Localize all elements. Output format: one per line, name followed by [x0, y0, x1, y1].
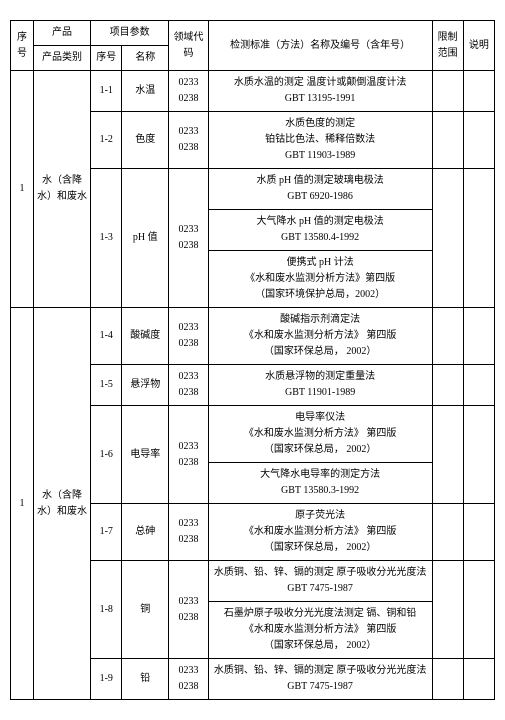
- cell-name: 总砷: [122, 504, 169, 561]
- cell-limit: [432, 406, 463, 504]
- cell-idx: 1-8: [91, 561, 122, 659]
- cell-name: 电导率: [122, 406, 169, 504]
- h-note: 说明: [463, 21, 494, 71]
- cell-idx: 1-3: [91, 169, 122, 308]
- cell-idx: 1-9: [91, 659, 122, 700]
- cell-code: 02330238: [169, 406, 209, 504]
- cell-std: 石墨炉原子吸收分光光度法测定 镉、铜和铅《水和废水监测分析方法》 第四版（国家环…: [208, 602, 432, 659]
- cell-limit: [432, 504, 463, 561]
- cell-code: 02330238: [169, 71, 209, 112]
- cell-idx: 1-5: [91, 365, 122, 406]
- cell-std: 水质铜、铅、锌、镉的测定 原子吸收分光光度法GBT 7475-1987: [208, 659, 432, 700]
- cell-idx: 1-6: [91, 406, 122, 504]
- cell-std: 大气降水 pH 值的测定电极法GBT 13580.4-1992: [208, 210, 432, 251]
- cell-note: [463, 365, 494, 406]
- cell-seq: 1: [11, 71, 34, 308]
- cell-std: 水质悬浮物的测定重量法GBT 11901-1989: [208, 365, 432, 406]
- cell-idx: 1-2: [91, 112, 122, 169]
- cell-note: [463, 561, 494, 659]
- cell-name: pH 值: [122, 169, 169, 308]
- h-paramname: 名称: [122, 46, 169, 71]
- cell-code: 02330238: [169, 561, 209, 659]
- cell-limit: [432, 365, 463, 406]
- standards-table: 序号 产品 项目参数 领域代码 检测标准（方法）名称及编号（含年号） 限制范围 …: [10, 20, 495, 700]
- cell-std: 电导率仪法《水和废水监测分析方法》 第四版（国家环保总局， 2002）: [208, 406, 432, 463]
- h-productcat: 产品类别: [33, 46, 90, 71]
- cell-code: 02330238: [169, 504, 209, 561]
- cell-note: [463, 112, 494, 169]
- cell-std: 原子荧光法《水和废水监测分析方法》 第四版（国家环保总局， 2002）: [208, 504, 432, 561]
- cell-note: [463, 406, 494, 504]
- cell-name: 铜: [122, 561, 169, 659]
- cell-idx: 1-4: [91, 308, 122, 365]
- h-seq: 序号: [11, 21, 34, 71]
- cell-idx: 1-1: [91, 71, 122, 112]
- cell-seq: 1: [11, 308, 34, 700]
- cell-std: 酸碱指示剂滴定法《水和废水监测分析方法》 第四版（国家环保总局， 2002）: [208, 308, 432, 365]
- cell-name: 铅: [122, 659, 169, 700]
- cell-code: 02330238: [169, 169, 209, 308]
- cell-std: 大气降水电导率的测定方法GBT 13580.3-1992: [208, 463, 432, 504]
- cell-name: 色度: [122, 112, 169, 169]
- cell-cat: 水（含降水）和废水: [33, 71, 90, 308]
- cell-std: 水质色度的测定铂钴比色法、稀释倍数法GBT 11903-1989: [208, 112, 432, 169]
- h-paramidx: 序号: [91, 46, 122, 71]
- cell-code: 02330238: [169, 659, 209, 700]
- h-standard: 检测标准（方法）名称及编号（含年号）: [208, 21, 432, 71]
- cell-limit: [432, 169, 463, 308]
- cell-limit: [432, 71, 463, 112]
- cell-code: 02330238: [169, 308, 209, 365]
- cell-cat: 水（含降水）和废水: [33, 308, 90, 700]
- cell-idx: 1-7: [91, 504, 122, 561]
- cell-note: [463, 308, 494, 365]
- h-domain: 领域代码: [169, 21, 209, 71]
- cell-limit: [432, 561, 463, 659]
- cell-note: [463, 659, 494, 700]
- cell-limit: [432, 659, 463, 700]
- h-product: 产品: [33, 21, 90, 46]
- cell-name: 悬浮物: [122, 365, 169, 406]
- cell-std: 便携式 pH 计法《水和废水监测分析方法》第四版（国家环境保护总局，2002）: [208, 251, 432, 308]
- cell-limit: [432, 112, 463, 169]
- cell-name: 酸碱度: [122, 308, 169, 365]
- cell-name: 水温: [122, 71, 169, 112]
- h-limit: 限制范围: [432, 21, 463, 71]
- cell-std: 水质 pH 值的测定玻璃电极法GBT 6920-1986: [208, 169, 432, 210]
- cell-code: 02330238: [169, 112, 209, 169]
- cell-code: 02330238: [169, 365, 209, 406]
- cell-std: 水质水温的测定 温度计或颠倒温度计法GBT 13195-1991: [208, 71, 432, 112]
- cell-note: [463, 71, 494, 112]
- cell-limit: [432, 308, 463, 365]
- cell-note: [463, 504, 494, 561]
- h-paramgroup: 项目参数: [91, 21, 169, 46]
- cell-note: [463, 169, 494, 308]
- cell-std: 水质铜、铅、锌、镉的测定 原子吸收分光光度法GBT 7475-1987: [208, 561, 432, 602]
